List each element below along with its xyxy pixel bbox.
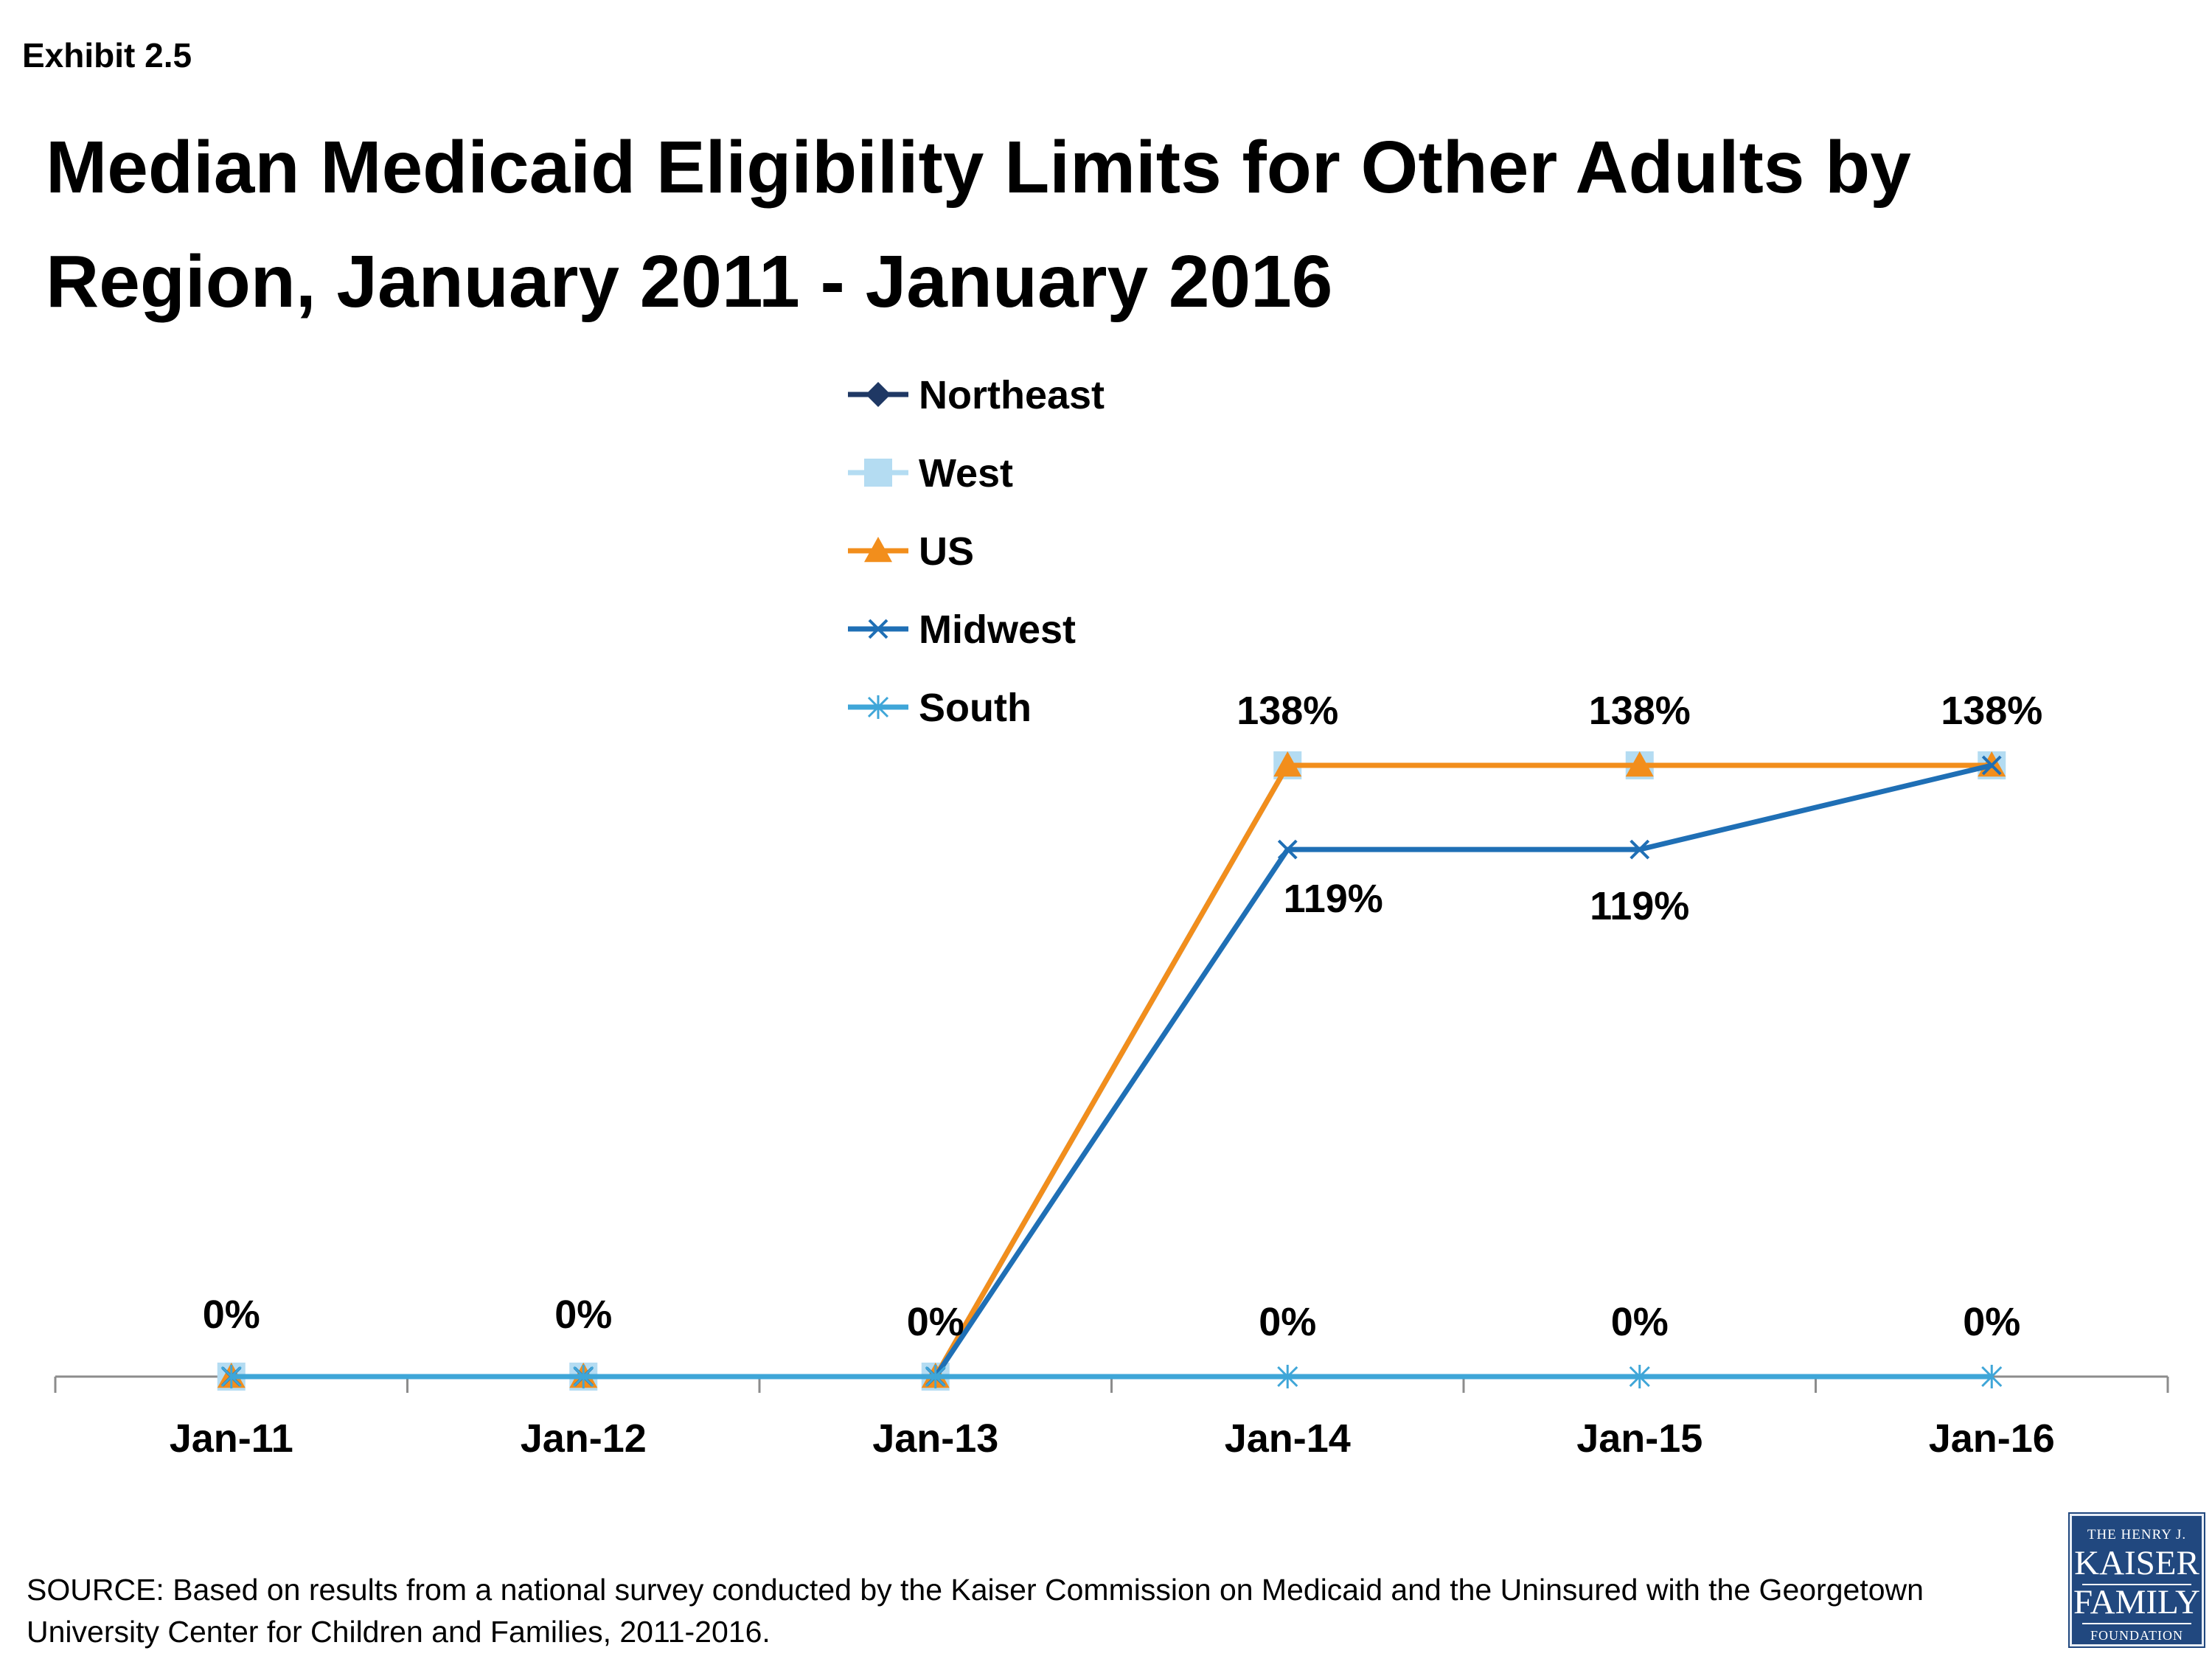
- data-label: 138%: [1941, 689, 2042, 733]
- data-label: 0%: [1963, 1300, 2020, 1344]
- marker-south: [1981, 1365, 2003, 1388]
- logo-line-1: THE HENRY J.: [2087, 1527, 2187, 1543]
- logo-rule: [2082, 1584, 2191, 1585]
- source-note: SOURCE: Based on results from a national…: [27, 1573, 1924, 1649]
- marker-west: [864, 459, 892, 487]
- kff-logo: THE HENRY J. KAISER FAMILY FOUNDATION: [2068, 1512, 2205, 1648]
- legend-item-west: West: [848, 451, 1013, 495]
- logo-rule: [2082, 1623, 2191, 1624]
- marker-us: [864, 537, 892, 563]
- series-lines: [217, 751, 2006, 1391]
- data-label: 0%: [554, 1293, 612, 1337]
- marker-south: [1277, 1365, 1298, 1388]
- legend-label: Midwest: [919, 608, 1076, 652]
- data-label: 119%: [1284, 877, 1383, 921]
- legend-label: US: [919, 529, 974, 574]
- data-label: 0%: [1259, 1300, 1316, 1344]
- legend-item-us: US: [848, 529, 974, 574]
- legend-item-midwest: Midwest: [848, 608, 1076, 652]
- series-line-us: [231, 762, 1992, 1380]
- marker-midwest: [1981, 755, 2002, 776]
- logo-line-3: FAMILY: [2073, 1583, 2200, 1621]
- legend-item-south: South: [848, 686, 1032, 730]
- data-label: 138%: [1237, 689, 1338, 733]
- x-tick-label: Jan-12: [521, 1416, 647, 1461]
- marker-south: [573, 1365, 594, 1388]
- x-axis: Jan-11 Jan-12 Jan-13 Jan-14 Jan-15 Jan-16: [54, 1375, 2169, 1461]
- x-tick-label: Jan-16: [1929, 1416, 2055, 1461]
- x-tick-label: Jan-11: [170, 1416, 293, 1461]
- data-label: 0%: [907, 1300, 964, 1344]
- x-tick-label: Jan-15: [1576, 1416, 1703, 1461]
- marker-northeast: [866, 382, 891, 407]
- x-tick-label: Jan-13: [872, 1416, 998, 1461]
- data-label: 119%: [1590, 884, 1689, 928]
- exhibit-label: Exhibit 2.5: [22, 36, 192, 74]
- legend: Northeast West US Midwest South: [848, 373, 1105, 730]
- data-label: 138%: [1589, 689, 1691, 733]
- marker-south: [867, 695, 889, 719]
- legend-label: West: [919, 451, 1013, 495]
- marker-us: [1273, 751, 1302, 777]
- logo-line-2: KAISER: [2074, 1544, 2199, 1582]
- data-labels: 138% 138% 138% 119% 119% 0% 0% 0% 0% 0% 0%: [203, 689, 2043, 1344]
- marker-midwest: [1277, 839, 1298, 860]
- logo-line-4: FOUNDATION: [2090, 1628, 2183, 1643]
- marker-midwest: [1630, 839, 1650, 860]
- legend-label: Northeast: [919, 373, 1105, 417]
- marker-south: [220, 1365, 242, 1388]
- marker-midwest: [868, 619, 888, 639]
- data-label: 0%: [203, 1293, 260, 1337]
- chart-title: Median Medicaid Eligibility Limits for O…: [46, 126, 1911, 323]
- marker-south: [925, 1365, 946, 1388]
- legend-label: South: [919, 686, 1032, 730]
- legend-item-northeast: Northeast: [848, 373, 1105, 417]
- x-tick-label: Jan-14: [1225, 1416, 1351, 1461]
- data-label: 0%: [1611, 1300, 1669, 1344]
- marker-us: [1625, 751, 1654, 777]
- marker-south: [1629, 1365, 1650, 1388]
